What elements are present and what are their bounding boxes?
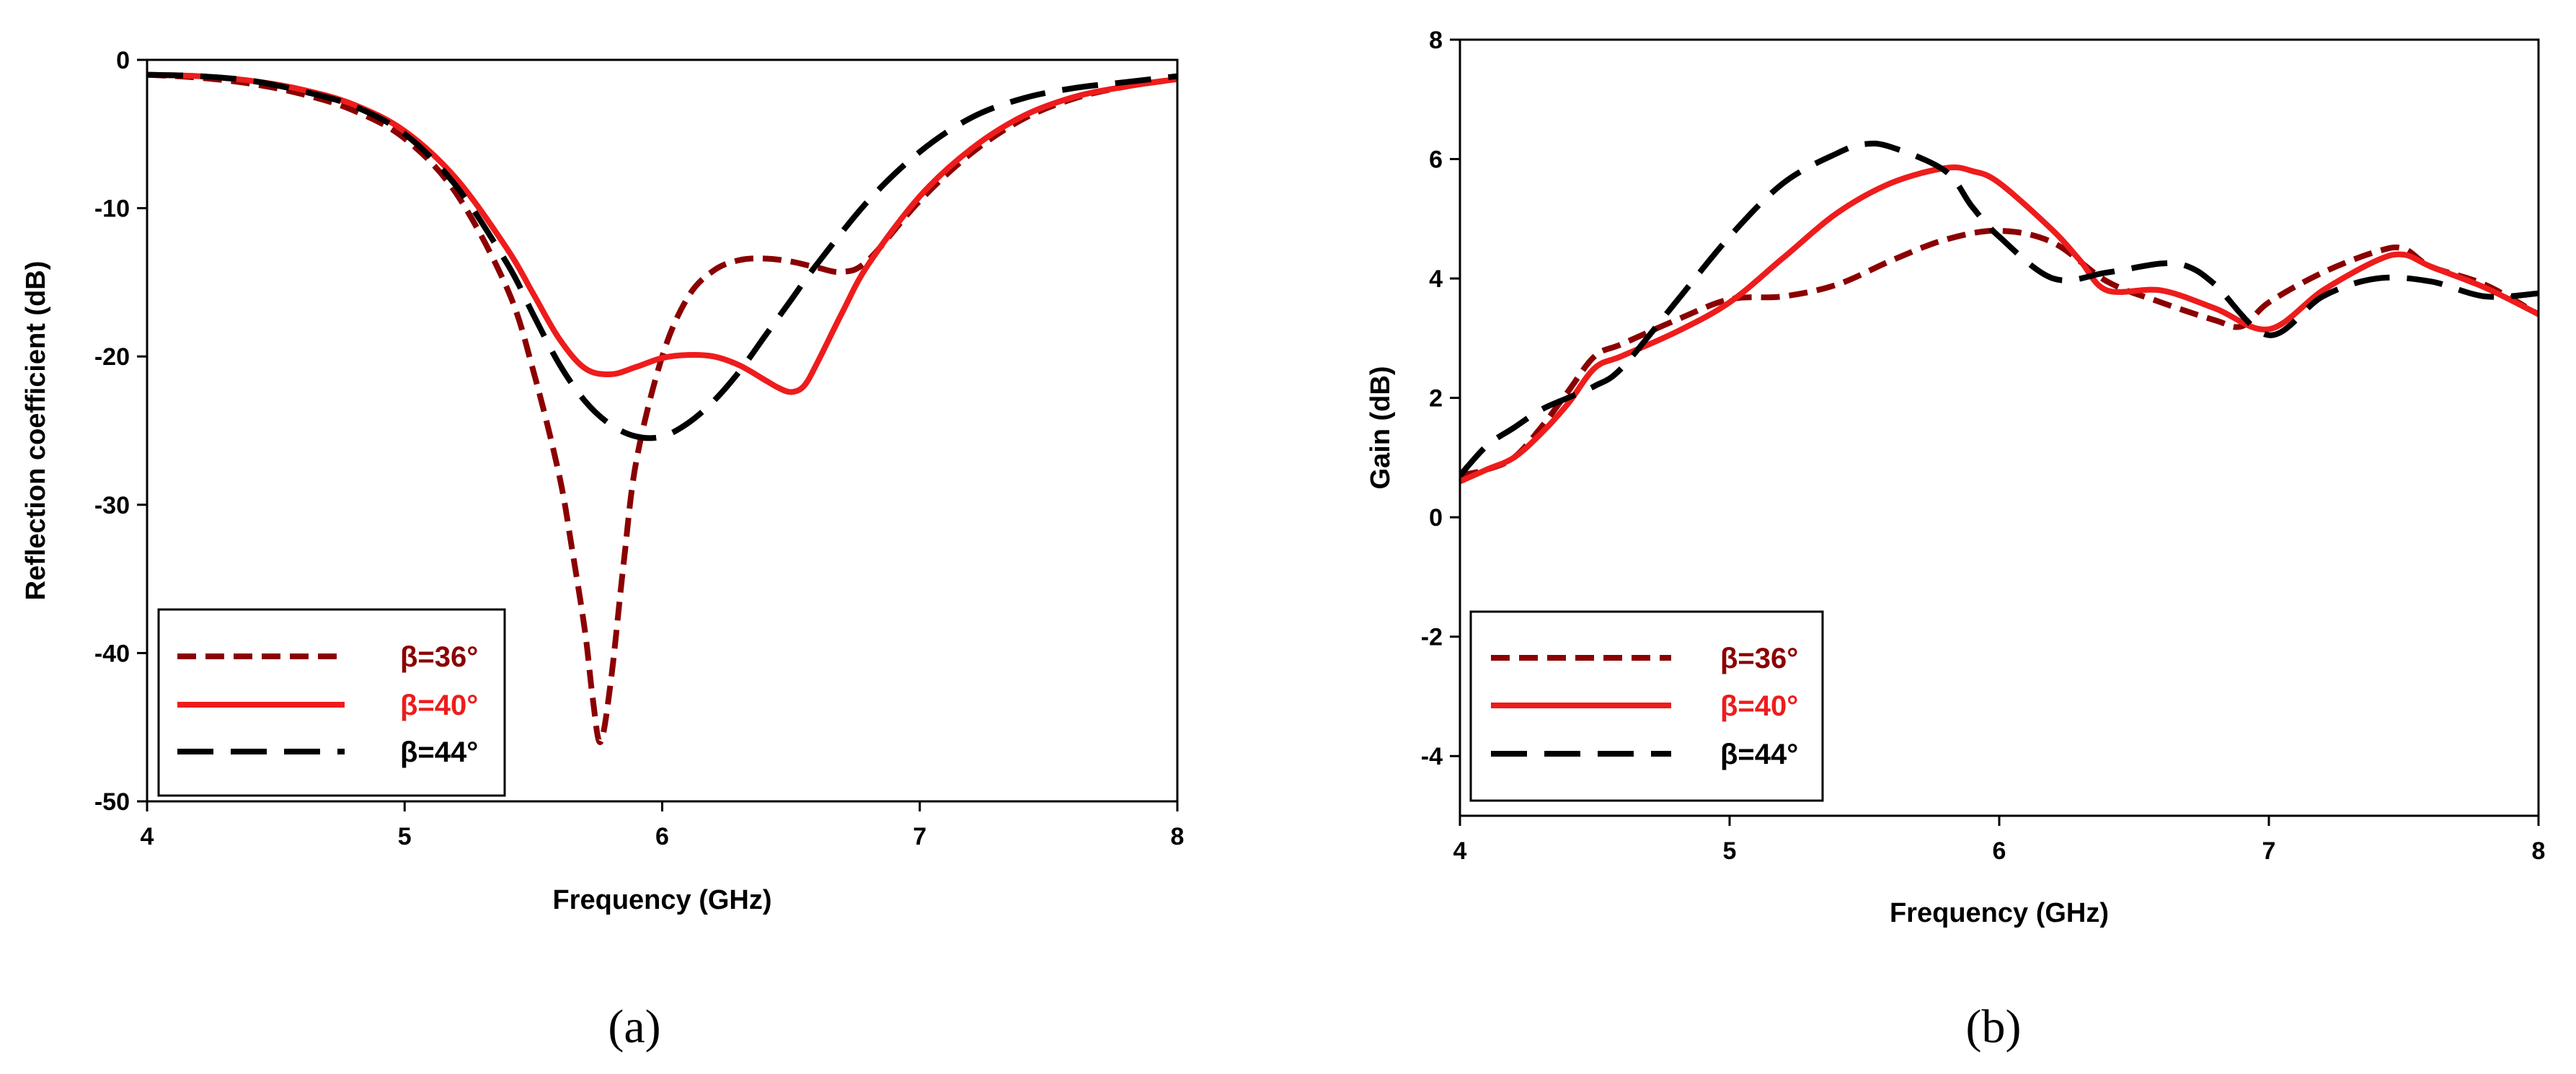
y-tick-label: 6 [1429, 146, 1443, 174]
y-tick-label: -4 [1421, 743, 1443, 770]
series-line-2 [1460, 164, 2539, 485]
y-tick-label: -2 [1421, 624, 1443, 651]
y-tick-label: 2 [1429, 385, 1443, 413]
series-line-2 [147, 71, 1177, 395]
legend-label-3: β=44° [1720, 739, 1798, 770]
y-axis-label: Reflection coefficient (dB) [21, 261, 51, 601]
y-tick-label: -10 [94, 195, 130, 223]
y-tick-label: -20 [94, 343, 130, 371]
y-tick-label: 0 [1429, 504, 1443, 532]
gain-chart: 4 5 6 7 8 8 6 4 2 0 -2 -4 Frequency (GHz) Gain (dB)… [1366, 27, 2545, 1053]
series-line-1 [1460, 227, 2539, 479]
y-tick-label: -40 [94, 640, 130, 667]
legend-label-2: β=40° [1720, 690, 1798, 722]
reflection-coefficient-chart: 4 5 6 7 8 0 -10 -20 -30 -40 -50 Frequency (GHz) Re… [21, 47, 1184, 1053]
y-tick-label: -50 [94, 788, 130, 816]
y-tick-label: 8 [1429, 27, 1443, 54]
panel-caption: (a) [608, 1000, 660, 1053]
legend-label-1: β=36° [1720, 643, 1798, 674]
legend-label-1: β=36° [400, 641, 478, 673]
x-tick-label: 7 [2262, 837, 2276, 865]
y-tick-label: 4 [1429, 265, 1443, 293]
x-tick-label: 8 [2532, 837, 2546, 865]
x-tick-label: 6 [655, 823, 669, 850]
legend: β=36° β=40° β=44° [1469, 610, 1824, 802]
x-axis-label: Frequency (GHz) [552, 885, 771, 915]
legend-label-3: β=44° [400, 736, 478, 768]
x-tick-label: 5 [1723, 837, 1737, 865]
x-tick-label: 4 [141, 823, 154, 850]
series-line-3 [147, 71, 1177, 441]
y-tick-label: 0 [116, 47, 130, 74]
x-tick-label: 5 [398, 823, 412, 850]
panel-caption: (b) [1966, 1000, 2022, 1053]
series-line-1 [147, 71, 1177, 745]
x-axis-label: Frequency (GHz) [1890, 898, 2109, 928]
y-tick-label: -30 [94, 492, 130, 519]
y-axis-label: Gain (dB) [1366, 366, 1396, 490]
x-tick-label: 6 [1993, 837, 2006, 865]
series-line-3 [1460, 140, 2539, 477]
x-tick-label: 4 [1453, 837, 1467, 865]
x-tick-label: 8 [1171, 823, 1185, 850]
x-tick-label: 7 [913, 823, 926, 850]
legend: β=36° β=40° β=44° [157, 608, 506, 797]
legend-label-2: β=40° [400, 690, 478, 721]
